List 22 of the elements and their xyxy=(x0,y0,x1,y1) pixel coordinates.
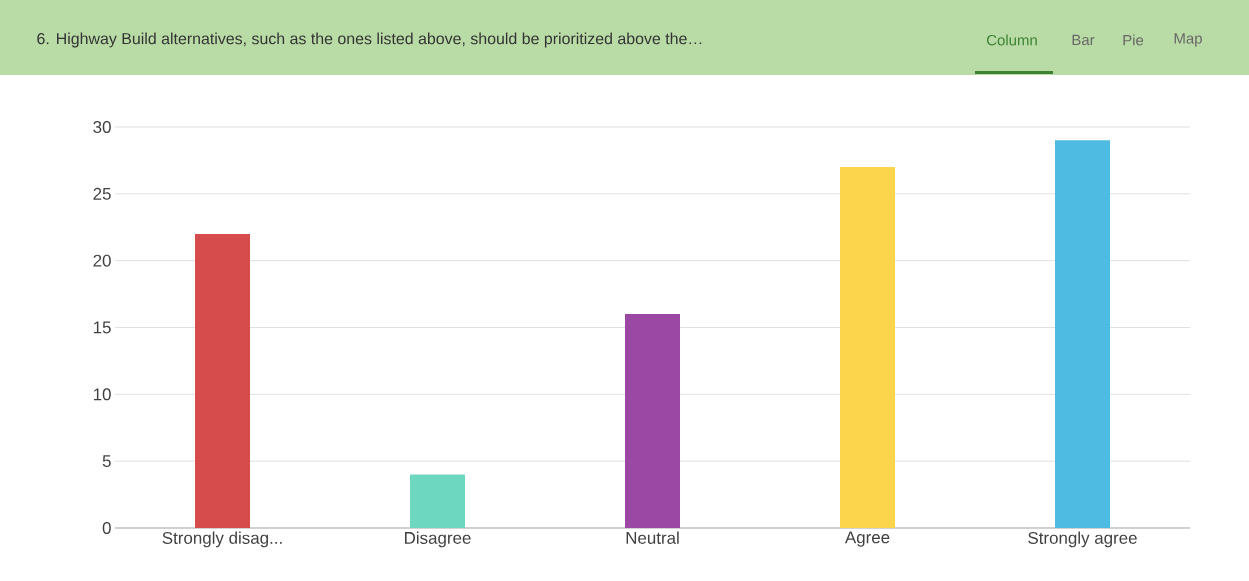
y-tick-label: 5 xyxy=(102,455,111,468)
y-tick-label: 10 xyxy=(93,388,111,401)
text: Bar xyxy=(1072,34,1095,46)
y-tick-label: 15 xyxy=(93,321,111,334)
y-tick-label: 30 xyxy=(93,120,111,133)
bar xyxy=(625,314,681,528)
x-tick-label: Disagree xyxy=(405,531,471,548)
bar xyxy=(840,167,896,528)
chart-title: 6. Highway Build alternatives, such as the ones listed above, should be prioritized above the… xyxy=(37,32,702,48)
text: Pie xyxy=(1123,34,1144,46)
y-tick-label: 0 xyxy=(102,521,111,534)
y-tick-label: 20 xyxy=(93,254,111,267)
bar xyxy=(410,474,466,528)
bar xyxy=(1055,140,1111,528)
text: Column xyxy=(987,34,1037,46)
x-tick-label: Neutral xyxy=(626,531,679,544)
y-tick-label: 25 xyxy=(93,187,111,200)
bar xyxy=(195,233,251,528)
x-tick-label: Agree xyxy=(844,531,890,547)
x-tick-label: Strongly disag... xyxy=(162,531,282,548)
x-tick-label: Strongly agree xyxy=(1028,531,1137,548)
text: Map xyxy=(1174,33,1202,47)
